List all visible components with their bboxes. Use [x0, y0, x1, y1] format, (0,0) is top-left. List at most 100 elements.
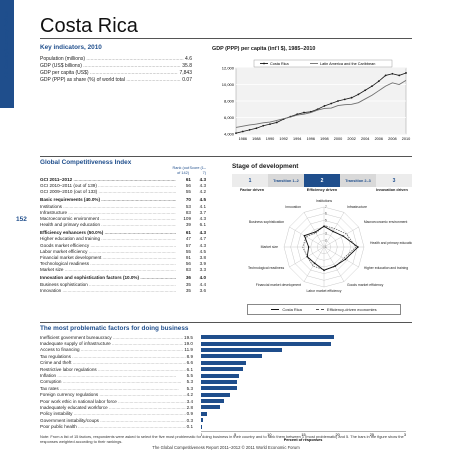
gci-rank: 91: [185, 254, 191, 260]
stage-segment: 3: [376, 174, 412, 187]
radar-point: [307, 246, 310, 248]
gdp-y-tick: 8,000: [224, 99, 235, 104]
footnote: Note: From a list of 15 factors, respond…: [40, 434, 404, 444]
gdp-x-tick: 1996: [307, 137, 315, 141]
radar-axis-label: Innovation: [285, 205, 301, 209]
radar-spoke: [303, 212, 325, 248]
gci-table: Rank (out of 142) Score (1–7) GCI 2011–2…: [40, 166, 206, 294]
problems-divider: [40, 322, 412, 323]
key-indicator-label: GDP per capita (US$): [40, 70, 178, 77]
radar-point: [323, 269, 325, 272]
radar-point: [314, 231, 317, 233]
radar-axis-label: Health and primary education: [370, 241, 412, 245]
gci-score: 4.3: [199, 242, 206, 248]
gci-label: Goods market efficiency: [40, 243, 176, 249]
radar-tick: 1: [325, 245, 327, 249]
gci-row: Market size 83 3.3: [40, 267, 206, 273]
gci-heading: Global Competitiveness Index: [40, 159, 132, 166]
gdp-chart-title: GDP (PPP) per capita (int'l $), 1985–201…: [212, 46, 316, 52]
factor-label: Crime and theft: [40, 360, 186, 365]
gdp-point: [262, 124, 265, 127]
gci-label: GCI 2009–2010 (out of 133): [40, 189, 176, 195]
gci-score: 6.1: [199, 222, 206, 228]
factor-label: Inadequate supply of infrastructure: [40, 341, 183, 346]
factor-x-tick: 5: [234, 433, 236, 437]
gci-rank: 109: [183, 215, 191, 221]
gci-score: 3.6: [199, 287, 206, 293]
radar-legend-item: Efficiency-driven economies: [315, 307, 377, 312]
gdp-y-tick: 4,000: [224, 132, 235, 137]
gdp-point: [350, 96, 353, 99]
factor-bar: [201, 341, 331, 346]
factor-bar: [201, 347, 283, 352]
gdp-point: [357, 93, 360, 96]
gci-label: Innovation: [40, 288, 176, 294]
factor-label: Foreign currency regulations: [40, 392, 186, 397]
problems-heading: The most problematic factors for doing b…: [40, 325, 189, 332]
gci-rank: 55: [185, 248, 191, 254]
radar-axis-label: Labor market efficiency: [307, 289, 342, 293]
factor-label-wrap: Policy instability0.9: [40, 411, 193, 416]
radar-point: [303, 234, 306, 237]
radar-legend-swatch: [315, 309, 324, 310]
factor-label-wrap: Restrictive labor regulations6.1: [40, 367, 193, 372]
key-indicators-heading: Key indicators, 2010: [40, 44, 102, 51]
stage-segment: Transition 2–3: [340, 174, 376, 187]
factor-bar: [201, 386, 238, 391]
radar-spoke: [323, 226, 359, 248]
gdp-x-tick: 1994: [293, 137, 301, 141]
gci-label: Institutions: [40, 204, 176, 210]
radar-point: [334, 265, 336, 267]
gci-label: Innovation and sophistication factors (1…: [40, 275, 176, 281]
factor-x-tick: 15: [301, 433, 305, 437]
factor-label: Poor work ethic in national labor force: [40, 399, 186, 404]
gdp-point: [241, 130, 244, 133]
factor-bar: [201, 405, 221, 410]
gci-rank: 56: [185, 261, 191, 267]
gci-score: 4.1: [199, 203, 206, 209]
key-indicator-label: GDP (US$ billions): [40, 63, 181, 70]
radar-legend-item: Costa Rica: [271, 307, 302, 312]
factor-bar: [201, 411, 208, 416]
factor-bar: [201, 360, 247, 365]
factor-label-wrap: Tax rates5.3: [40, 386, 193, 391]
radar-chart: 1234567InstitutionsInfrastructureMacroec…: [248, 199, 412, 293]
gdp-point: [343, 98, 346, 101]
radar-legend-swatch: [271, 309, 280, 310]
gci-rank: 83: [185, 267, 191, 273]
gci-row: Higher education and training 47 4.7: [40, 236, 206, 242]
gdp-x-tick: 1998: [320, 137, 328, 141]
gci-rank: 57: [185, 242, 191, 248]
gdp-point: [275, 121, 278, 124]
gdp-point: [377, 80, 380, 83]
stage-label: Efficiency driven: [306, 188, 338, 192]
factor-row: Tax rates5.3: [40, 385, 412, 391]
radar-tick: 7: [325, 205, 327, 209]
gci-rank: 39: [185, 222, 191, 228]
gci-row: Institutions 53 4.1: [40, 204, 206, 210]
factor-value: 8.9: [186, 353, 193, 359]
gci-rank: 70: [185, 197, 191, 203]
factor-bar: [201, 424, 202, 429]
radar-country-line: [303, 225, 359, 271]
factor-label-wrap: Crime and theft6.6: [40, 360, 193, 365]
factor-row: Foreign currency regulations4.2: [40, 392, 412, 398]
radar-spoke: [323, 246, 345, 282]
factor-row: Inefficient government bureaucracy19.5: [40, 334, 412, 340]
factor-x-tick: 0: [201, 433, 202, 437]
factor-label-wrap: Poor work ethic in national labor force3…: [40, 399, 193, 404]
gci-label: Higher education and training: [40, 236, 176, 242]
title-divider: [40, 38, 412, 39]
radar-spoke: [289, 226, 325, 248]
gci-score: 3.9: [199, 261, 206, 267]
radar-tick: 5: [325, 218, 327, 222]
gci-label: Technological readiness: [40, 261, 176, 267]
gci-score: 4.2: [199, 189, 206, 195]
gci-row: GCI 2010–2011 (out of 139) 56 4.3: [40, 183, 206, 189]
gci-rank: 36: [185, 275, 191, 281]
gdp-legend-label: Latin America and the Caribbean: [320, 62, 375, 66]
gci-row: Infrastructure 83 3.7: [40, 210, 206, 216]
gdp-x-tick: 1988: [252, 137, 260, 141]
gci-row: Labor market efficiency 55 4.5: [40, 249, 206, 255]
gdp-point: [391, 72, 394, 75]
